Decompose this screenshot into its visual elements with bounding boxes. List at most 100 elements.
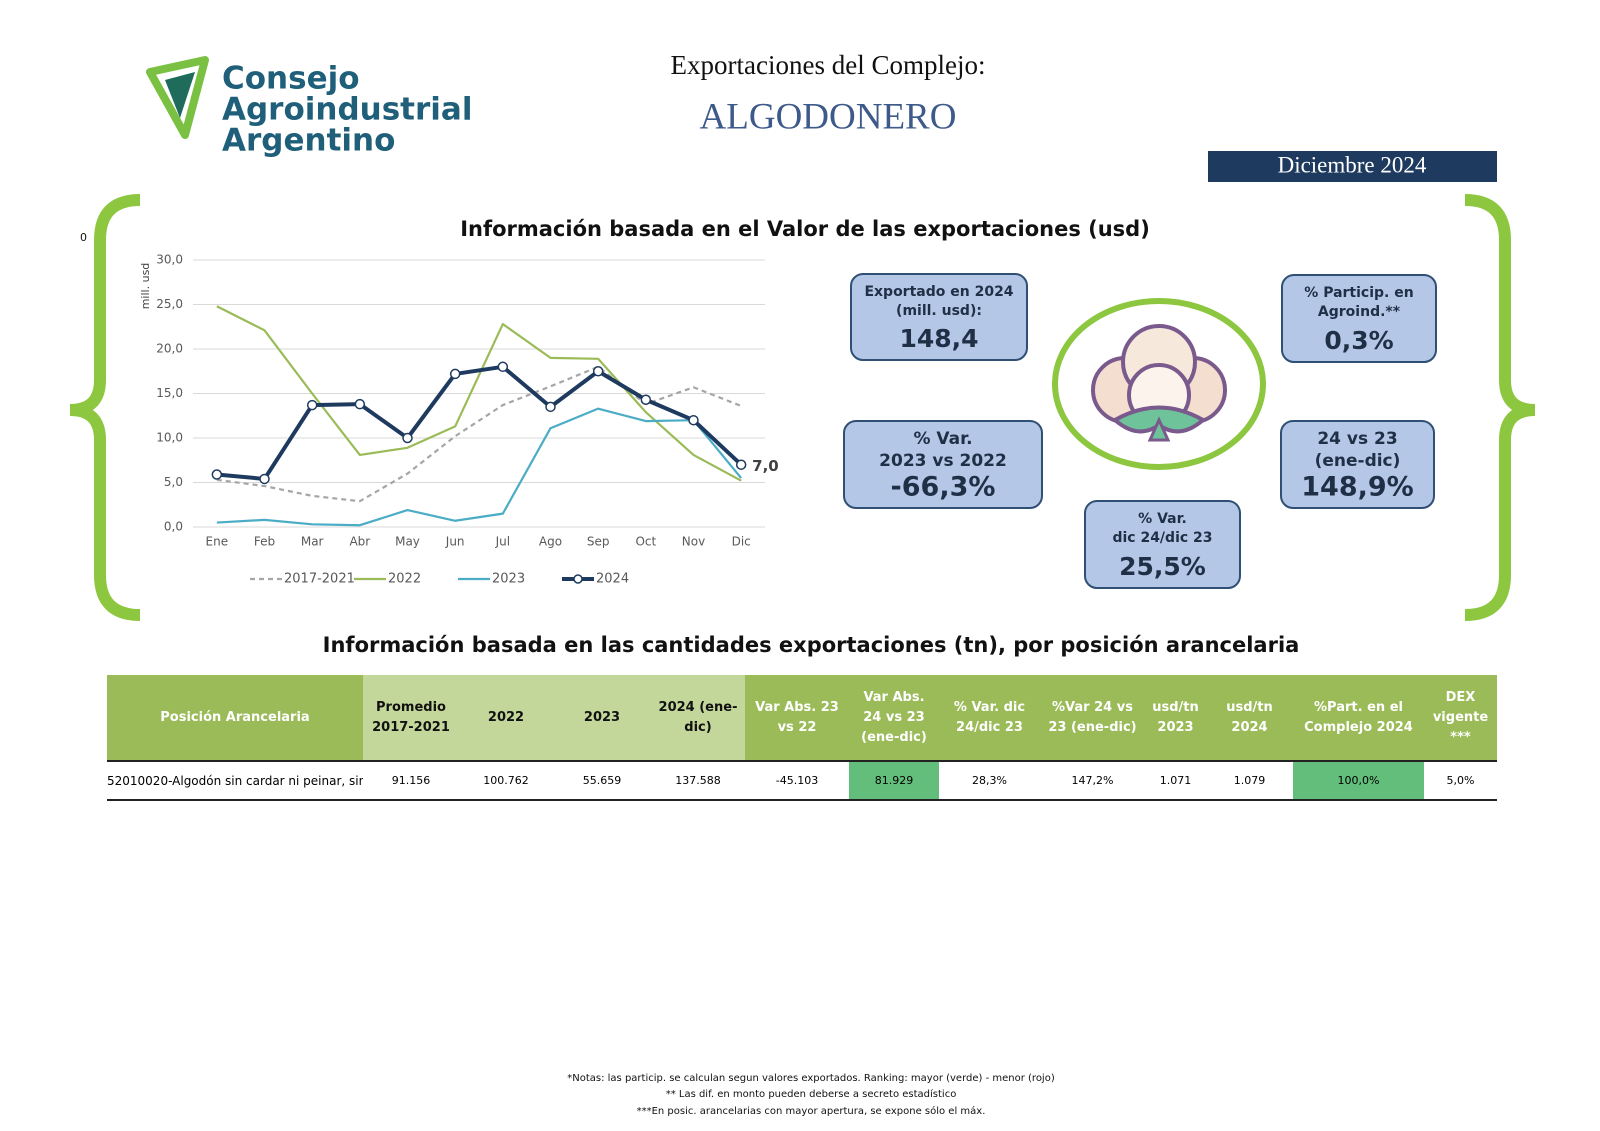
column-header: 2024 (ene-dic) <box>651 675 745 761</box>
legend-label: 2024 <box>596 572 629 587</box>
table-cell: 52010020-Algodón sin cardar ni peinar, s… <box>107 760 363 801</box>
x-tick-label: Mar <box>301 535 324 549</box>
kpi-label: Agroind.** <box>1318 304 1401 320</box>
kpi-box <box>1280 420 1435 509</box>
legend-label: 2017-2021 <box>284 572 355 587</box>
kpi-box <box>850 273 1028 361</box>
brace <box>1464 194 1536 621</box>
kpi-value: 148,4 <box>899 324 978 353</box>
column-header: Var Abs. 23 vs 22 <box>745 675 849 761</box>
series-line <box>216 364 743 481</box>
logo-text: Argentino <box>222 123 395 159</box>
stray-label: 0 <box>80 231 87 244</box>
point <box>640 394 652 405</box>
x-tick-label: Dic <box>732 535 751 549</box>
point <box>306 399 318 411</box>
kpi-box <box>1281 274 1437 363</box>
kpi-label: % Particip. en <box>1304 285 1413 301</box>
x-tick-label: Oct <box>635 535 656 549</box>
logo-text: Agroindustrial <box>222 92 472 128</box>
table-cell: 1.071 <box>1145 760 1206 801</box>
kpi-label: % Var. <box>1138 511 1187 527</box>
kpi-label: % Var. <box>913 429 972 449</box>
y-tick-label: 15,0 <box>156 386 183 400</box>
y-tick-label: 10,0 <box>156 431 183 445</box>
kpi-value: -66,3% <box>891 472 996 503</box>
y-tick-label: 20,0 <box>156 342 183 356</box>
date: Diciembre 2024 <box>1278 152 1427 177</box>
header-row: Posición Arancelaria Promedio 2017-2021 20… <box>107 675 1497 761</box>
kpi-label: Exportado en 2024 <box>864 284 1013 300</box>
kpi-value: 25,5% <box>1119 552 1206 581</box>
column-header: DEX vigente *** <box>1424 675 1497 761</box>
x-tick-label: Feb <box>254 535 275 549</box>
series-line <box>216 407 743 527</box>
kpi-box <box>843 420 1043 509</box>
brace <box>69 194 141 621</box>
table-row: 52010020-Algodón sin cardar ni peinar, s… <box>107 760 1497 801</box>
x-tick-label: May <box>395 535 420 549</box>
point <box>497 361 509 373</box>
series-line <box>216 305 742 482</box>
x-tick-label: Ago <box>539 535 562 549</box>
point <box>592 366 604 377</box>
kpi-label: 24 vs 23 <box>1317 429 1397 449</box>
column-header: 2022 <box>459 675 553 761</box>
table-body: 52010020-Algodón sin cardar ni peinar, s… <box>107 760 1497 801</box>
column-header: % Var. dic 24/dic 23 <box>939 675 1040 761</box>
table-cell: 100.762 <box>459 760 553 801</box>
section-title: Información basada en las cantidades exp… <box>323 633 1300 657</box>
column-header: %Var 24 vs 23 (ene-dic) <box>1040 675 1145 761</box>
kpi-value: 0,3% <box>1324 326 1393 355</box>
section-title: Información basada en el Valor de las ex… <box>460 217 1150 241</box>
title: Exportaciones del Complejo: <box>671 50 986 80</box>
table-cell: 91.156 <box>363 760 459 801</box>
y-tick-label: 0,0 <box>164 520 183 534</box>
table-cell: -45.103 <box>745 760 849 801</box>
kpi-label: dic 24/dic 23 <box>1112 530 1212 546</box>
column-header: Promedio 2017-2021 <box>363 675 459 761</box>
y-axis-label: mill. usd <box>139 263 152 310</box>
table-cell: 55.659 <box>553 760 651 801</box>
column-header: Posición Arancelaria <box>107 675 363 761</box>
legend-marker <box>573 574 583 584</box>
column-header: Var Abs. 24 vs 23 (ene-dic) <box>849 675 939 761</box>
point <box>449 368 461 380</box>
y-tick-label: 30,0 <box>156 253 183 267</box>
kpi-label: 2023 vs 2022 <box>879 451 1007 471</box>
table-cell: 5,0% <box>1424 760 1497 801</box>
x-tick-label: Jun <box>445 535 465 549</box>
point <box>402 432 413 444</box>
x-tick-label: Sep <box>587 535 610 549</box>
table-cell: 137.588 <box>651 760 745 801</box>
note: ***En posic. arancelarias con mayor aper… <box>637 1105 986 1117</box>
table-cell: 100,0% <box>1293 760 1424 801</box>
x-tick-label: Abr <box>349 535 370 549</box>
table-cell: 1.079 <box>1206 760 1293 801</box>
y-tick-label: 5,0 <box>164 475 183 489</box>
table: Posición Arancelaria Promedio 2017-2021 20… <box>107 675 1497 801</box>
kpi-label: (mill. usd): <box>896 303 982 319</box>
kpi-box <box>1084 500 1241 589</box>
point <box>259 473 270 485</box>
date-box <box>1208 151 1497 182</box>
point <box>735 459 747 470</box>
y-tick-label: 25,0 <box>156 297 183 311</box>
note: *Notas: las particip. se calculan segun … <box>567 1073 1055 1084</box>
table-cell: 147,2% <box>1040 760 1145 801</box>
x-tick-label: Ene <box>206 535 229 549</box>
x-tick-label: Nov <box>682 535 705 549</box>
table-cell: 81.929 <box>849 760 939 801</box>
logo-text: Consejo <box>222 61 360 97</box>
point <box>354 398 366 410</box>
table-cell: 28,3% <box>939 760 1040 801</box>
logo-mark <box>146 56 209 139</box>
point <box>211 469 223 480</box>
point <box>545 401 556 413</box>
legend-label: 2022 <box>388 572 421 587</box>
data-label: 7,0 <box>752 457 779 475</box>
point <box>688 414 699 426</box>
kpi-value: 148,9% <box>1301 472 1413 503</box>
